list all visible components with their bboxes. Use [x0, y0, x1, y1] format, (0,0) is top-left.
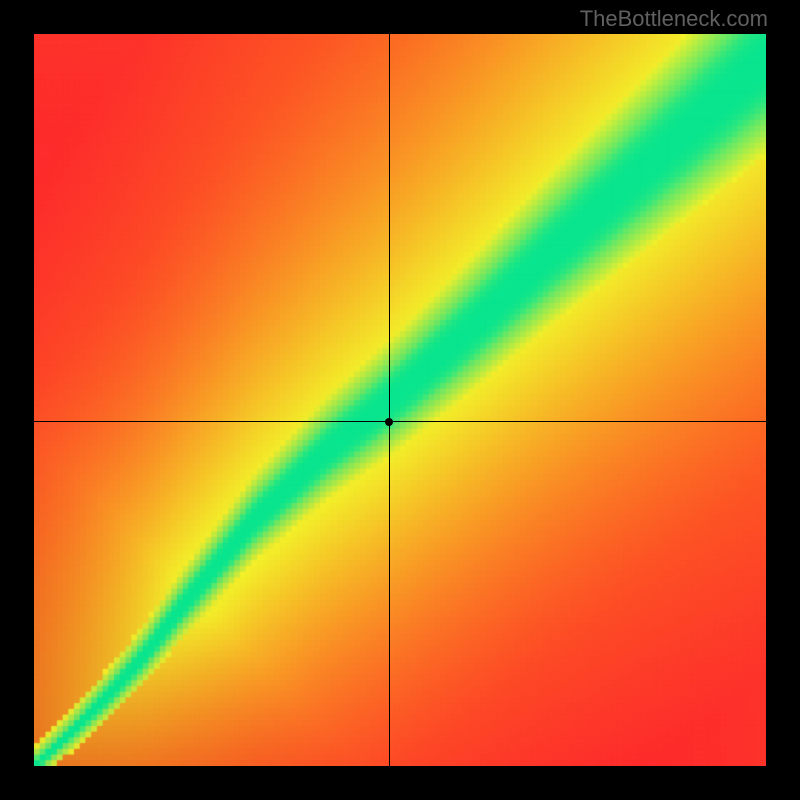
heatmap-canvas — [34, 34, 766, 766]
crosshair-marker — [385, 418, 393, 426]
crosshair-horizontal — [34, 421, 766, 422]
watermark-text: TheBottleneck.com — [580, 6, 768, 32]
crosshair-vertical — [389, 34, 390, 766]
heatmap-plot — [34, 34, 766, 766]
